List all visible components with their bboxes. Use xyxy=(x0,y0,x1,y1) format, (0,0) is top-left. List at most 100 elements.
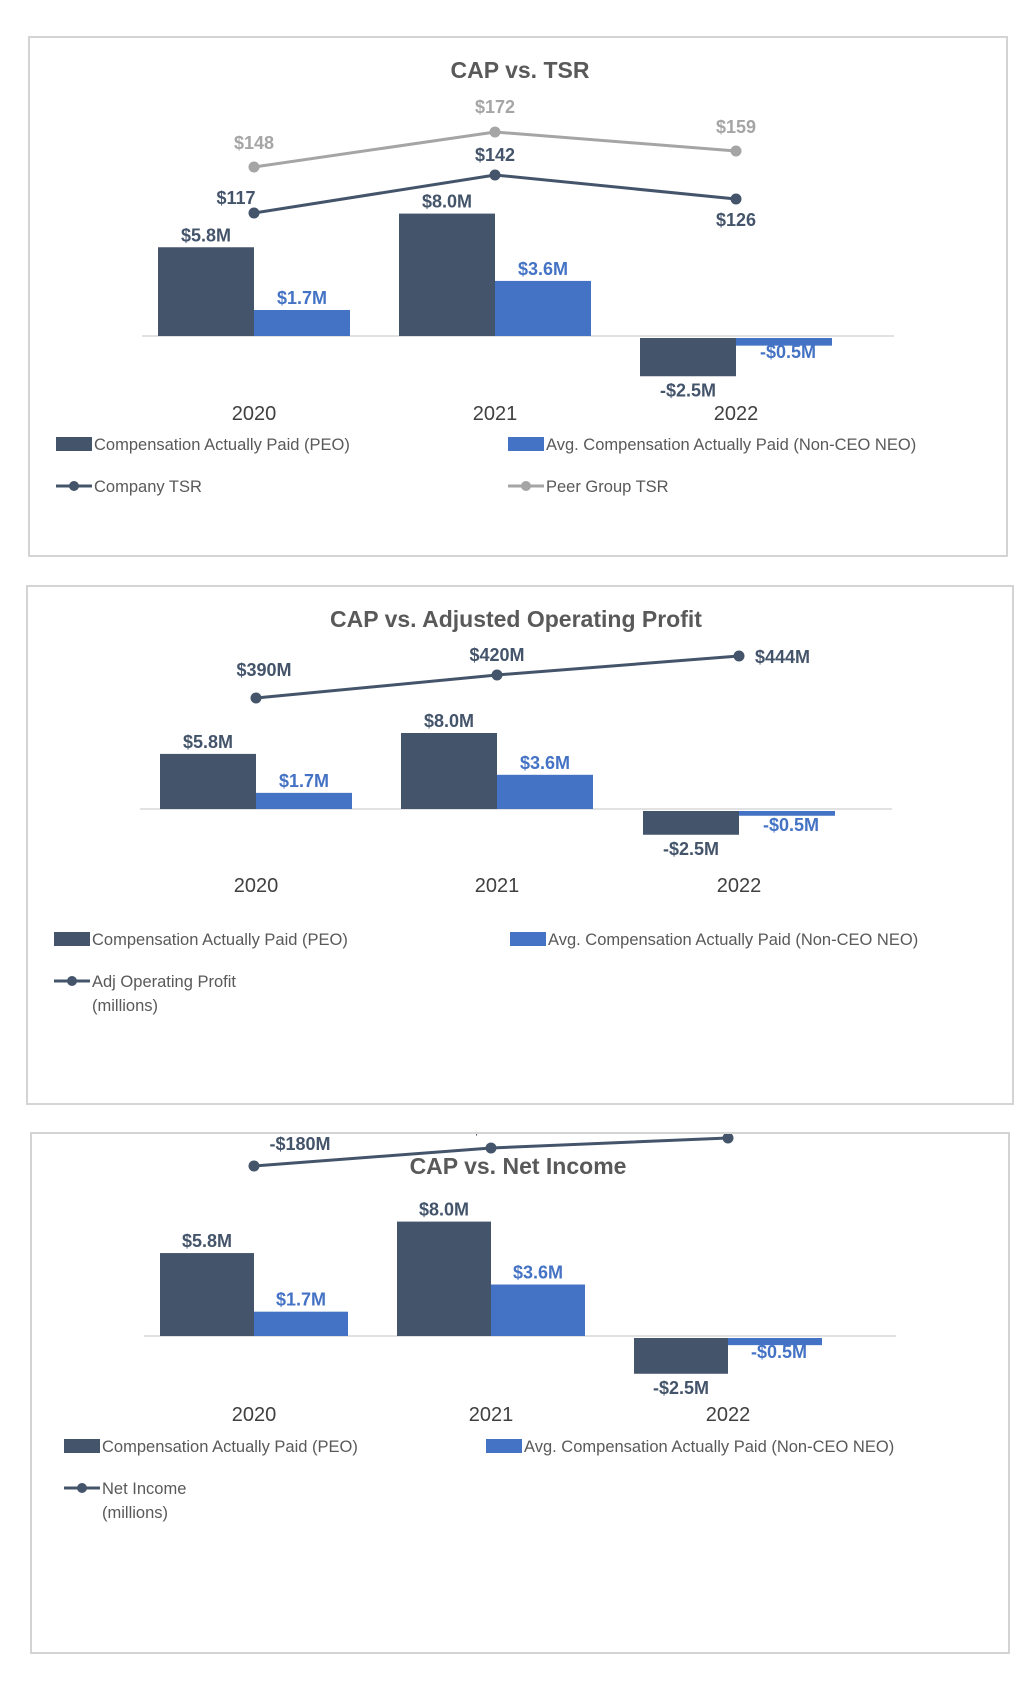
chart-title: CAP vs. TSR xyxy=(451,57,590,83)
legend-label: Avg. Compensation Actually Paid (Non-CEO… xyxy=(548,931,918,949)
legend-label: Compensation Actually Paid (PEO) xyxy=(92,931,348,949)
legend-marker xyxy=(67,976,77,986)
cap-vs-net-income-svg: CAP vs. Net Income $5.8M $8.0M -$2.5M $1.7M… xyxy=(64,1134,896,1522)
legend-label: Compensation Actually Paid (PEO) xyxy=(94,436,350,454)
bar-data-label: $8.0M xyxy=(422,192,472,212)
line-point xyxy=(489,169,501,181)
legend-label: Avg. Compensation Actually Paid (Non-CEO… xyxy=(524,1438,894,1456)
peo-bar xyxy=(397,1221,491,1336)
line-data-label: $420M xyxy=(469,645,524,665)
lines-group: $117 $142 $126 $148 $172 $159 xyxy=(216,97,756,230)
peo-bar xyxy=(643,811,739,835)
legend-marker xyxy=(69,481,79,491)
legend-label: Compensation Actually Paid (PEO) xyxy=(102,1438,358,1456)
neo-bar xyxy=(254,1311,348,1336)
line-point xyxy=(491,669,503,681)
legend-label: Net Income (millions) xyxy=(102,1480,186,1522)
bar-data-label: $5.8M xyxy=(181,225,231,245)
legend-label: Peer Group TSR xyxy=(546,478,669,496)
peo-bar xyxy=(160,753,256,809)
x-tick-label: 2020 xyxy=(234,875,279,897)
legend-swatch xyxy=(56,437,92,451)
line-data-label: $159 xyxy=(716,117,756,137)
cap-vs-tsr-chart: CAP vs. TSR $5.8M $8.0M -$2.5M $1.7M $3.6M -$… xyxy=(28,36,1008,557)
cap-vs-tsr-svg: CAP vs. TSR $5.8M $8.0M -$2.5M $1.7M $3.6M -$… xyxy=(56,57,916,496)
neo-bar xyxy=(739,811,835,816)
x-ticks: 2020 2021 2022 xyxy=(232,403,759,425)
neo-bar xyxy=(736,338,832,346)
neo-bar xyxy=(728,1338,822,1346)
bar-data-label: $5.8M xyxy=(183,732,233,752)
neo-bar xyxy=(256,792,352,809)
line-point xyxy=(730,145,742,157)
x-tick-label: 2020 xyxy=(232,1404,277,1426)
legend-swatch xyxy=(508,437,544,451)
x-tick-label: 2021 xyxy=(473,403,518,425)
lines-group: $390M $420M $444M xyxy=(236,645,810,704)
legend-marker xyxy=(521,481,531,491)
bar-data-label: -$2.5M xyxy=(660,380,716,400)
bar-data-label: -$0.5M xyxy=(763,815,819,835)
bars-group: $5.8M $8.0M -$2.5M $1.7M $3.6M -$0.5M xyxy=(160,1200,822,1398)
bar-data-label: $1.7M xyxy=(277,288,327,308)
legend-swatch xyxy=(510,932,546,946)
line-point xyxy=(722,1134,734,1144)
legend-swatch xyxy=(486,1439,522,1453)
legend-swatch xyxy=(64,1439,100,1453)
peo-bar xyxy=(399,213,495,336)
lines-group: -$180M-$26M$48M xyxy=(248,1134,734,1172)
legend: Compensation Actually Paid (PEO) Avg. Com… xyxy=(64,1438,894,1522)
neo-bar xyxy=(254,309,350,336)
peo-bar xyxy=(640,338,736,377)
line-data-label: $126 xyxy=(716,210,756,230)
line-point xyxy=(733,650,745,662)
line-data-label: $172 xyxy=(475,97,515,117)
line-point xyxy=(248,1160,260,1172)
peo-bar xyxy=(160,1253,254,1336)
neo-bar xyxy=(497,774,593,809)
line-data-label: $117 xyxy=(216,188,255,208)
chart-title: CAP vs. Adjusted Operating Profit xyxy=(330,606,702,632)
bar-data-label: -$0.5M xyxy=(751,1342,807,1362)
x-tick-label: 2022 xyxy=(706,1404,751,1426)
cap-vs-net-income-chart: CAP vs. Net Income $5.8M $8.0M -$2.5M $1.7M… xyxy=(30,1132,1010,1654)
chart-title: CAP vs. Net Income xyxy=(410,1153,627,1179)
bar-data-label: $5.8M xyxy=(182,1231,232,1251)
legend-swatch xyxy=(54,932,90,946)
bar-data-label: -$2.5M xyxy=(653,1378,709,1398)
peo-bar xyxy=(401,733,497,809)
bar-data-label: $1.7M xyxy=(276,1290,326,1310)
bar-data-label: $8.0M xyxy=(419,1200,469,1220)
line-data-label: $390M xyxy=(236,660,291,680)
line-point xyxy=(730,193,742,205)
legend: Compensation Actually Paid (PEO) Avg. Com… xyxy=(56,436,916,496)
legend-label: Adj Operating Profit (millions) xyxy=(92,973,236,1015)
line-data-label: -$26M xyxy=(465,1134,516,1138)
bar-data-label: $3.6M xyxy=(520,753,570,773)
bar-data-label: $1.7M xyxy=(279,771,329,791)
line-point xyxy=(485,1142,497,1154)
x-tick-label: 2021 xyxy=(469,1404,514,1426)
bars-group: $5.8M $8.0M -$2.5M $1.7M $3.6M -$0.5M xyxy=(160,711,835,859)
line-data-label: $142 xyxy=(475,145,515,165)
line-data-label: -$180M xyxy=(269,1134,330,1154)
x-tick-label: 2021 xyxy=(475,875,520,897)
legend-marker xyxy=(77,1483,87,1493)
neo-bar xyxy=(491,1284,585,1336)
x-tick-label: 2020 xyxy=(232,403,277,425)
legend: Compensation Actually Paid (PEO) Avg. Com… xyxy=(54,931,918,1015)
x-tick-label: 2022 xyxy=(717,875,762,897)
cap-vs-adj-operating-profit-chart: CAP vs. Adjusted Operating Profit $5.8M $… xyxy=(26,585,1014,1105)
series-line xyxy=(253,173,737,215)
bars-group: $5.8M $8.0M -$2.5M $1.7M $3.6M -$0.5M xyxy=(158,192,832,400)
x-tick-label: 2022 xyxy=(714,403,759,425)
line-point xyxy=(489,126,501,138)
peo-bar xyxy=(158,247,254,336)
x-ticks: 2020 2021 2022 xyxy=(232,1404,751,1426)
line-point xyxy=(248,207,260,219)
neo-bar xyxy=(495,280,591,336)
legend-label: Avg. Compensation Actually Paid (Non-CEO… xyxy=(546,436,916,454)
bar-data-label: $8.0M xyxy=(424,711,474,731)
line-point xyxy=(248,161,260,173)
x-ticks: 2020 2021 2022 xyxy=(234,875,762,897)
